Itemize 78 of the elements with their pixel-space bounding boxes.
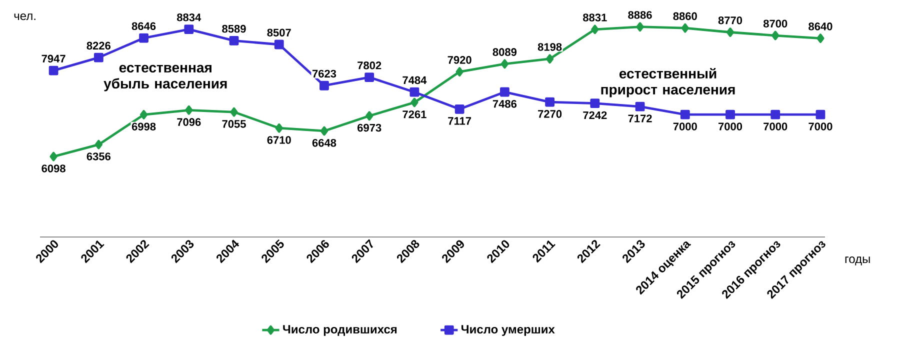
- data-label: 7117: [448, 117, 472, 125]
- point: [636, 22, 644, 32]
- data-label: 7802: [358, 62, 382, 70]
- data-label: 8589: [222, 24, 246, 33]
- data-label: 6998: [132, 122, 156, 130]
- data-label: 8831: [583, 14, 607, 22]
- data-label: 6098: [42, 164, 66, 172]
- point: [140, 110, 148, 120]
- data-label: 7947: [42, 54, 66, 63]
- data-label: 6710: [267, 136, 291, 144]
- data-label: 8860: [673, 12, 697, 20]
- data-label: 8226: [86, 42, 110, 50]
- point: [50, 152, 58, 162]
- point: [94, 52, 104, 62]
- data-label: 8646: [132, 22, 156, 30]
- data-label: 7261: [402, 110, 426, 118]
- point: [230, 107, 238, 117]
- annotation: естественная убыль населения: [104, 64, 227, 92]
- data-label: 8089: [492, 48, 517, 56]
- point: [229, 36, 239, 46]
- point: [590, 98, 600, 108]
- y-axis-title: чел.: [14, 14, 36, 20]
- data-label: 8700: [763, 20, 788, 28]
- point: [410, 98, 418, 108]
- data-label: 7055: [222, 120, 246, 128]
- data-label: 8834: [177, 13, 202, 22]
- point: [500, 87, 510, 97]
- data-label: 7242: [583, 111, 607, 120]
- point: [364, 72, 374, 82]
- data-label: 7096: [177, 118, 201, 126]
- point: [772, 30, 780, 40]
- data-label: 7000: [808, 122, 832, 130]
- point: [591, 24, 599, 34]
- point: [500, 59, 509, 69]
- point: [816, 34, 824, 44]
- data-label: 7486: [492, 100, 517, 108]
- data-label: 7172: [628, 114, 652, 122]
- annotation: естественный прирост населения: [601, 68, 735, 98]
- data-label: 8886: [628, 11, 652, 19]
- point: [94, 140, 102, 150]
- legend-label: Число родившихся: [283, 325, 397, 336]
- point: [681, 23, 689, 33]
- point: [185, 105, 193, 115]
- point: [274, 40, 284, 50]
- data-label: 7484: [402, 76, 427, 84]
- point: [275, 123, 283, 133]
- data-label: 8770: [718, 16, 742, 24]
- point: [366, 111, 374, 121]
- point: [320, 126, 328, 136]
- x-axis-title: годы: [845, 256, 870, 266]
- point: [635, 102, 645, 112]
- point: [48, 66, 58, 76]
- legend-label: Число умерших: [461, 325, 555, 336]
- data-label: 7920: [448, 56, 472, 64]
- data-label: 7623: [312, 70, 336, 78]
- point: [726, 28, 734, 37]
- data-label: 8198: [538, 43, 562, 51]
- point: [454, 104, 464, 114]
- data-label: 8640: [808, 22, 832, 30]
- data-label: 7270: [538, 110, 562, 118]
- point: [184, 24, 194, 34]
- point: [456, 67, 464, 76]
- point: [545, 97, 554, 107]
- data-label: 7000: [673, 122, 697, 130]
- point: [320, 80, 329, 90]
- data-label: 6973: [358, 124, 382, 132]
- point: [726, 110, 735, 120]
- point: [680, 110, 690, 120]
- point: [410, 87, 420, 97]
- point: [139, 33, 148, 43]
- data-label: 6648: [312, 138, 336, 147]
- point: [816, 110, 826, 120]
- data-label: 8507: [267, 28, 291, 36]
- data-label: 7000: [718, 122, 742, 130]
- point: [546, 54, 554, 64]
- point: [770, 110, 780, 120]
- data-label: 7000: [764, 122, 788, 130]
- data-label: 6356: [86, 152, 110, 160]
